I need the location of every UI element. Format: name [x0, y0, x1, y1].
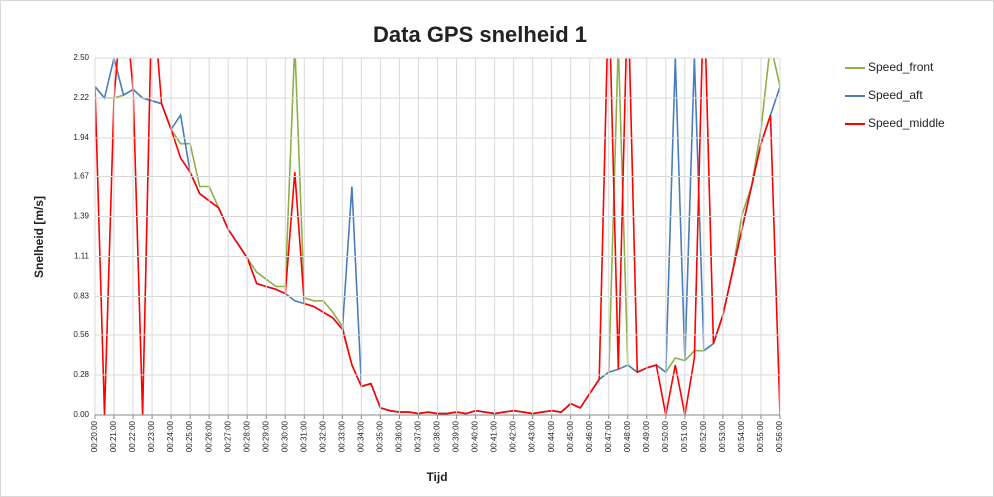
- y-axis-label: Snelheid [m/s]: [32, 196, 46, 278]
- chart-title: Data GPS snelheid 1: [373, 22, 587, 47]
- x-tick-label: 00:54:00: [737, 420, 746, 452]
- x-tick-label: 00:43:00: [528, 420, 537, 452]
- x-tick-label: 00:45:00: [566, 420, 575, 452]
- x-tick-label: 00:51:00: [680, 420, 689, 452]
- x-tick-label: 00:40:00: [471, 420, 480, 452]
- x-tick-label: 00:36:00: [395, 420, 404, 452]
- x-tick-label: 00:29:00: [261, 420, 270, 452]
- y-tick-label: 1.67: [73, 172, 89, 181]
- x-tick-label: 00:52:00: [699, 420, 708, 452]
- x-tick-label: 00:35:00: [376, 420, 385, 452]
- x-tick-label: 00:50:00: [661, 420, 670, 452]
- x-tick-label: 00:28:00: [242, 420, 251, 452]
- y-tick-label: 2.22: [73, 93, 89, 102]
- x-tick-label: 00:37:00: [414, 420, 423, 452]
- x-tick-label: 00:31:00: [299, 420, 308, 452]
- x-tick-label: 00:42:00: [509, 420, 518, 452]
- x-tick-label: 00:23:00: [147, 420, 156, 452]
- x-tick-label: 00:49:00: [642, 420, 651, 452]
- legend-label: Speed_front: [868, 60, 934, 74]
- x-tick-label: 00:34:00: [356, 420, 365, 452]
- x-tick-label: 00:22:00: [128, 420, 137, 452]
- x-tick-label: 00:48:00: [623, 420, 632, 452]
- x-axis-label: Tijd: [426, 470, 447, 484]
- legend-label: Speed_middle: [868, 116, 945, 130]
- legend-label: Speed_aft: [868, 88, 923, 102]
- x-tick-label: 00:46:00: [585, 420, 594, 452]
- x-tick-label: 00:44:00: [547, 420, 556, 452]
- y-tick-label: 0.00: [73, 410, 89, 419]
- x-tick-label: 00:30:00: [280, 420, 289, 452]
- y-tick-label: 1.39: [73, 212, 89, 221]
- x-tick-label: 00:38:00: [433, 420, 442, 452]
- x-tick-label: 00:33:00: [337, 420, 346, 452]
- y-tick-label: 0.28: [73, 370, 89, 379]
- y-tick-label: 1.11: [74, 252, 90, 261]
- x-tick-label: 00:26:00: [204, 420, 213, 452]
- y-tick-label: 0.83: [73, 292, 89, 301]
- x-tick-label: 00:53:00: [718, 420, 727, 452]
- x-tick-label: 00:56:00: [775, 420, 784, 452]
- x-tick-label: 00:21:00: [109, 420, 118, 452]
- x-tick-label: 00:20:00: [90, 420, 99, 452]
- x-tick-label: 00:39:00: [452, 420, 461, 452]
- x-tick-label: 00:41:00: [490, 420, 499, 452]
- x-tick-label: 00:27:00: [223, 420, 232, 452]
- x-tick-label: 00:25:00: [185, 420, 194, 452]
- x-tick-label: 00:47:00: [604, 420, 613, 452]
- y-tick-label: 0.56: [73, 330, 89, 339]
- y-tick-label: 1.94: [73, 133, 89, 142]
- x-tick-label: 00:55:00: [756, 420, 765, 452]
- y-tick-label: 2.50: [73, 53, 89, 62]
- x-tick-label: 00:24:00: [166, 420, 175, 452]
- x-tick-label: 00:32:00: [318, 420, 327, 452]
